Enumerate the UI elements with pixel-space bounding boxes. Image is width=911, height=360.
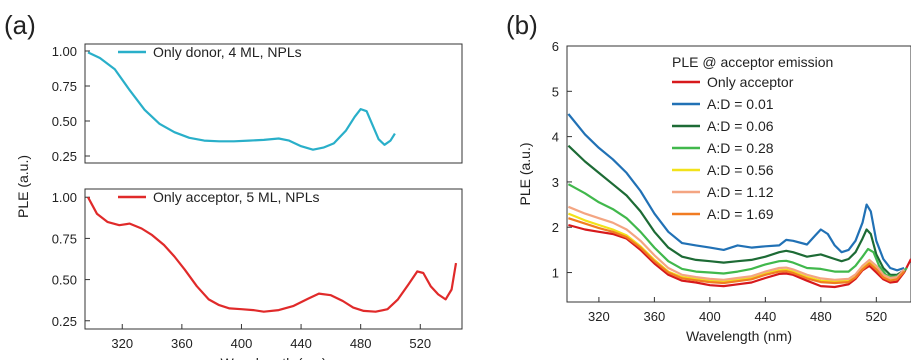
y-axis-label: PLE (a.u.)	[517, 142, 533, 205]
plot-frame	[84, 43, 463, 164]
legend-entry: A:D = 0.28	[707, 140, 774, 156]
x-axis-label: Wavelength (nm)	[686, 328, 792, 344]
y-tick-label: 0.75	[52, 231, 77, 246]
plot-frame	[84, 188, 463, 330]
y-tick-label: 2	[552, 220, 559, 235]
y-tick-label: 1	[552, 266, 559, 281]
x-tick-label: 440	[755, 309, 777, 324]
series-line-7	[568, 217, 905, 285]
series-line-3	[567, 144, 905, 276]
x-tick-label: 440	[290, 336, 312, 351]
legend-entry: Only donor, 4 ML, NPLs	[153, 44, 302, 60]
x-tick-label: 400	[699, 309, 721, 324]
panel-a-top-plot: 0.25 0.50 0.75 1.00 Only donor, 4 ML, NPLs	[52, 43, 463, 164]
series-line-2	[567, 113, 905, 272]
y-tick-label: 4	[552, 130, 559, 145]
legend-entry: Only acceptor, 5 ML, NPLs	[153, 189, 320, 205]
x-tick-label: 520	[409, 336, 431, 351]
y-tick-label: 0.75	[52, 79, 77, 94]
series-line-4	[567, 183, 908, 279]
panel-label-b: (b)	[506, 10, 538, 40]
y-tick-label: 1.00	[52, 190, 77, 205]
y-axis-label: PLE (a.u.)	[15, 155, 31, 218]
y-tick-label: 1.00	[52, 44, 77, 59]
x-tick-label: 320	[588, 309, 610, 324]
legend-entry: A:D = 0.06	[707, 118, 774, 134]
panel-a-bottom-plot: 0.25 0.50 0.75 1.00 320 360 400 440 480 520 Wavele…	[15, 155, 463, 360]
legend-entry: A:D = 1.12	[707, 184, 774, 200]
series-line-1	[87, 51, 396, 151]
legend-title: PLE @ acceptor emission	[672, 54, 833, 70]
panel-b-plot: 1 2 3 4 5 6 320 360 400 440 480 520 Wavelength (nm) P…	[517, 39, 911, 344]
x-tick-label: 520	[865, 309, 887, 324]
legend-entry: A:D = 1.69	[707, 206, 774, 222]
x-axis-label: Wavelength (nm)	[220, 355, 326, 360]
x-tick-label: 400	[231, 336, 253, 351]
x-tick-label: 320	[111, 336, 133, 351]
legend-entry: A:D = 0.01	[707, 96, 774, 112]
legend-entry: Only acceptor	[707, 74, 794, 90]
x-tick-label: 480	[350, 336, 372, 351]
y-tick-label: 6	[552, 39, 559, 54]
x-tick-label: 360	[171, 336, 193, 351]
legend-entry: A:D = 0.56	[707, 162, 774, 178]
x-tick-label: 360	[644, 309, 666, 324]
plot-frame	[566, 45, 911, 303]
y-tick-label: 0.25	[52, 149, 77, 164]
series-line-1	[568, 223, 911, 289]
y-tick-label: 5	[552, 84, 559, 99]
y-tick-label: 3	[552, 175, 559, 190]
y-tick-label: 0.50	[52, 114, 77, 129]
series-line-1	[87, 196, 458, 313]
series-line-6	[567, 205, 905, 281]
y-tick-label: 0.25	[52, 314, 77, 329]
y-tick-label: 0.50	[52, 273, 77, 288]
panel-label-a: (a)	[4, 10, 36, 40]
x-tick-label: 480	[810, 309, 832, 324]
